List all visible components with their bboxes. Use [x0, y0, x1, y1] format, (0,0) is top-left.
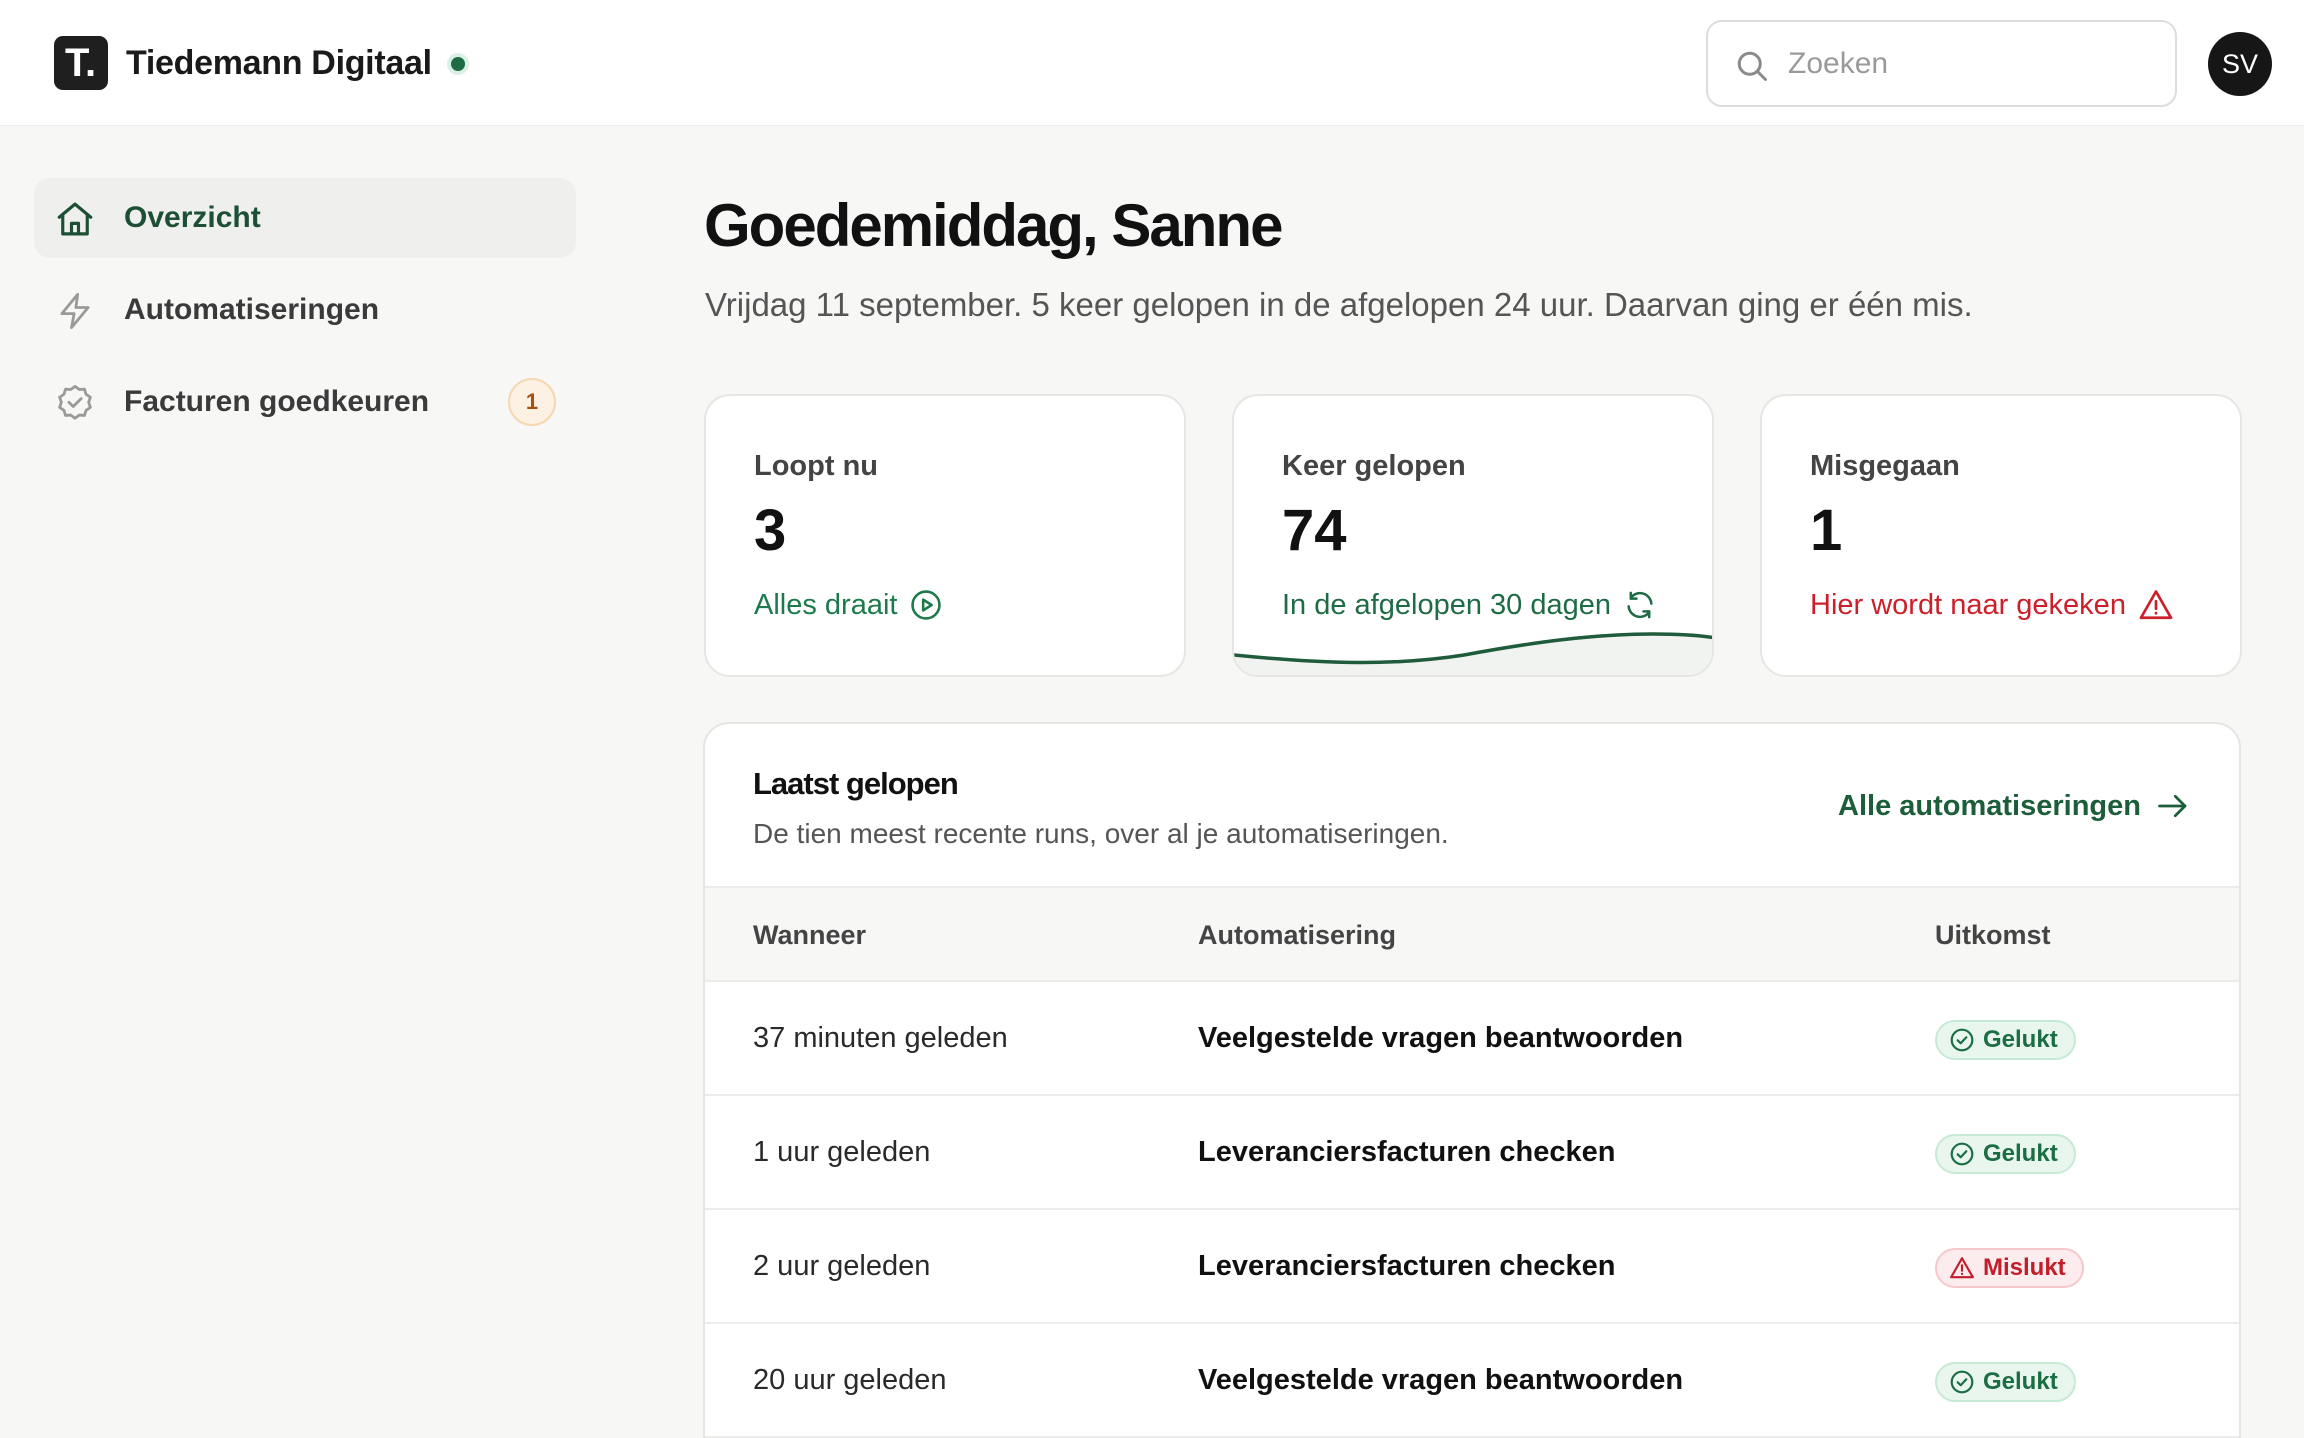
search-box[interactable]	[1706, 20, 2177, 107]
stat-value: 3	[754, 498, 787, 563]
link-label: Alle automatiseringen	[1838, 790, 2141, 822]
stat-card-failed: Misgegaan 1 Hier wordt naar gekeken	[1760, 394, 2242, 677]
stat-title: Misgegaan	[1810, 450, 1960, 482]
column-header-automation[interactable]: Automatisering	[1198, 920, 1397, 950]
cell-automation[interactable]: Veelgestelde vragen beantwoorden	[1198, 1022, 1684, 1054]
status-label: Gelukt	[1983, 1140, 2058, 1167]
stat-footer-text: In de afgelopen 30 dagen	[1282, 589, 1611, 621]
arrow-right-icon	[2158, 794, 2187, 818]
sidebar-item-overzicht[interactable]: Overzicht	[34, 178, 576, 258]
table-row[interactable]: 37 minuten geleden Veelgestelde vragen b…	[705, 982, 2239, 1096]
stat-footer: Alles draait	[754, 586, 943, 624]
count-badge: 1	[508, 378, 556, 426]
column-header-result[interactable]: Uitkomst	[1935, 920, 2051, 950]
check-circle-icon	[1950, 1028, 1974, 1052]
avatar[interactable]: SV	[2208, 32, 2272, 96]
table-row[interactable]: 1 uur geleden Leveranciersfacturen check…	[705, 1096, 2239, 1210]
recent-runs-panel: Laatst gelopen De tien meest recente run…	[703, 722, 2241, 1438]
sidebar-item-label: Facturen goedkeuren	[124, 385, 430, 418]
sparkline-chart	[1234, 632, 1712, 675]
stat-value: 74	[1282, 498, 1347, 563]
panel-subtitle: De tien meest recente runs, over al je a…	[753, 818, 1449, 849]
logo[interactable]: T.	[54, 36, 108, 90]
status-label: Mislukt	[1983, 1254, 2066, 1281]
stat-card-runs: Keer gelopen 74 In de afgelopen 30 dagen	[1232, 394, 1714, 677]
status-badge: Gelukt	[1935, 1020, 2076, 1060]
table-row[interactable]: 20 uur geleden Veelgestelde vragen beant…	[705, 1324, 2239, 1438]
stat-title: Keer gelopen	[1282, 450, 1466, 482]
table-row[interactable]: 2 uur geleden Leveranciersfacturen check…	[705, 1210, 2239, 1324]
lightning-icon	[60, 292, 90, 330]
column-header-when[interactable]: Wanneer	[753, 920, 867, 950]
all-automations-link[interactable]: Alle automatiseringen	[1838, 788, 2191, 824]
cell-automation[interactable]: Veelgestelde vragen beantwoorden	[1198, 1364, 1684, 1396]
sidebar-item-automatiseringen[interactable]: Automatiseringen	[34, 270, 576, 350]
table-header: Wanneer Automatisering Uitkomst	[705, 886, 2239, 982]
panel-title: Laatst gelopen	[753, 766, 959, 801]
check-badge-icon	[58, 384, 92, 420]
cell-when: 20 uur geleden	[753, 1364, 947, 1396]
play-circle-icon	[911, 590, 942, 620]
search-input[interactable]	[1788, 40, 2148, 88]
stat-footer: Hier wordt naar gekeken	[1810, 586, 2174, 624]
status-badge: Mislukt	[1935, 1248, 2084, 1288]
logo-letter: T.	[65, 41, 97, 85]
warning-icon	[2139, 590, 2173, 620]
status-label: Gelukt	[1983, 1368, 2058, 1395]
top-header: T. Tiedemann Digitaal SV	[0, 0, 2304, 126]
check-circle-icon	[1950, 1142, 1974, 1166]
cell-when: 37 minuten geleden	[753, 1022, 1008, 1054]
refresh-icon	[1627, 591, 1653, 619]
stat-value: 1	[1810, 498, 1843, 563]
stat-footer-text: Hier wordt naar gekeken	[1810, 589, 2126, 621]
page-title: Goedemiddag, Sanne	[704, 192, 1283, 259]
stat-card-running: Loopt nu 3 Alles draait	[704, 394, 1186, 677]
status-badge: Gelukt	[1935, 1134, 2076, 1174]
sidebar-item-label: Overzicht	[124, 201, 261, 234]
page-subtitle: Vrijdag 11 september. 5 keer gelopen in …	[705, 286, 1973, 323]
stat-title: Loopt nu	[754, 450, 879, 482]
status-badge: Gelukt	[1935, 1362, 2076, 1402]
cell-automation[interactable]: Leveranciersfacturen checken	[1198, 1250, 1616, 1282]
brand-name[interactable]: Tiedemann Digitaal	[126, 44, 432, 82]
status-dot-icon	[451, 57, 465, 71]
stat-footer: In de afgelopen 30 dagen	[1282, 586, 1657, 624]
cell-when: 2 uur geleden	[753, 1250, 931, 1282]
search-icon	[1737, 51, 1767, 81]
check-circle-icon	[1950, 1370, 1974, 1394]
status-label: Gelukt	[1983, 1026, 2058, 1053]
sidebar-item-label: Automatiseringen	[124, 293, 380, 326]
home-icon	[57, 202, 93, 236]
stat-footer-text: Alles draait	[754, 589, 898, 621]
cell-automation[interactable]: Leveranciersfacturen checken	[1198, 1136, 1616, 1168]
cell-when: 1 uur geleden	[753, 1136, 931, 1168]
warning-icon	[1950, 1257, 1974, 1279]
sidebar-item-facturen-goedkeuren[interactable]: Facturen goedkeuren 1	[34, 362, 576, 442]
